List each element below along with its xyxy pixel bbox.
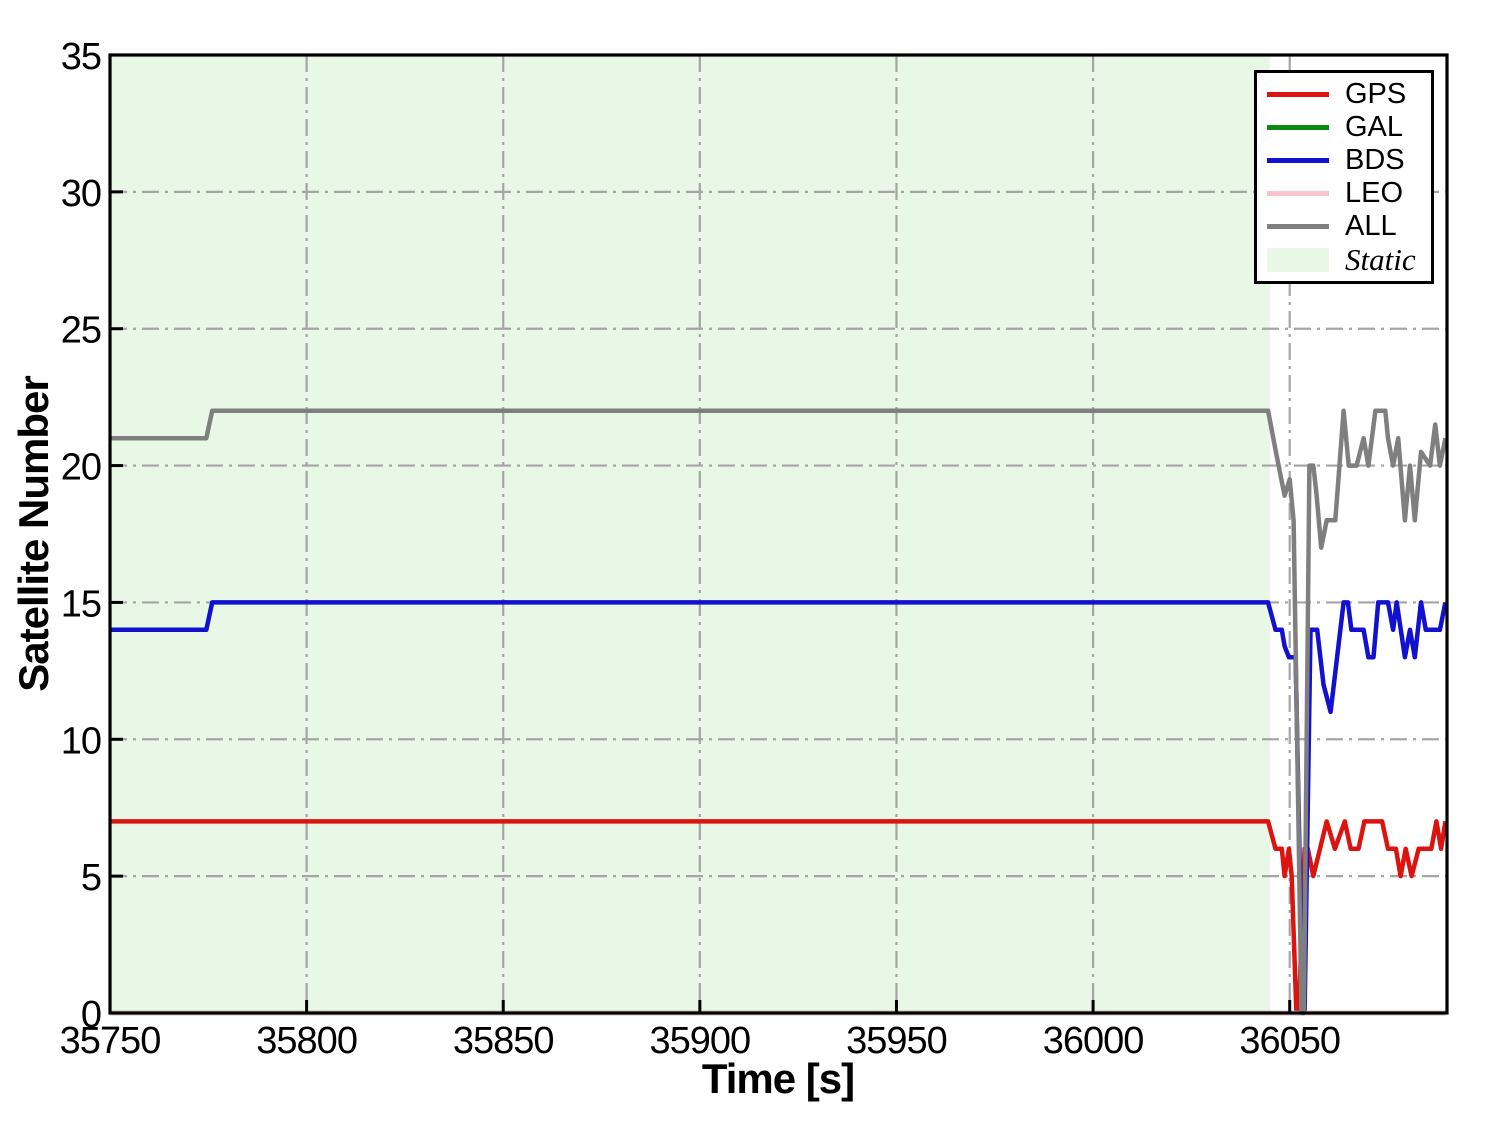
y-tick-label: 35: [61, 36, 101, 78]
x-axis-label: Time [s]: [702, 1055, 854, 1102]
legend-label: GPS: [1345, 78, 1407, 110]
y-tick-label: 10: [61, 720, 101, 762]
x-tick-label: 36000: [1043, 1020, 1144, 1062]
series-line-bds: [110, 600, 1448, 1016]
x-tick-label: 35750: [60, 1020, 161, 1062]
legend-label: LEO: [1345, 177, 1404, 209]
x-tick-label: 35900: [650, 1020, 751, 1062]
leo-line-swatch: [1267, 191, 1329, 196]
x-tick-label: 35950: [846, 1020, 947, 1062]
static-patch-swatch: [1267, 247, 1329, 272]
legend-box: GPS GAL BDS LEO ALL Static: [1254, 70, 1434, 284]
y-axis-label: Satellite Number: [10, 376, 57, 692]
axes-frame: [108, 53, 1449, 1015]
legend-item-bds: BDS: [1267, 144, 1429, 177]
bds-line-swatch: [1267, 158, 1329, 163]
y-tick-label: 30: [61, 173, 101, 215]
y-tick-label: 20: [61, 447, 101, 489]
legend-label: Static: [1345, 242, 1416, 277]
legend-label: BDS: [1345, 144, 1405, 176]
x-tick-label: 36050: [1239, 1020, 1340, 1062]
x-tick-label: 35850: [453, 1020, 554, 1062]
y-tick-label: 5: [81, 857, 101, 899]
gps-line-swatch: [1267, 92, 1329, 97]
y-tick-label: 0: [81, 994, 101, 1036]
legend-item-all: ALL: [1267, 210, 1429, 243]
legend-label: ALL: [1345, 210, 1397, 242]
legend-label: GAL: [1345, 111, 1404, 143]
y-tick-label: 15: [61, 583, 101, 625]
static-region: [110, 55, 1271, 1013]
legend-item-gps: GPS: [1267, 78, 1429, 111]
x-tick-label: 35800: [256, 1020, 357, 1062]
series-line-all: [110, 408, 1448, 1016]
y-tick-label: 25: [61, 310, 101, 352]
legend-item-gal: GAL: [1267, 111, 1429, 144]
legend-item-leo: LEO: [1267, 177, 1429, 210]
static-region-shading: [110, 55, 1271, 1013]
plot-frame: [108, 53, 1449, 1015]
legend-item-static: Static: [1267, 243, 1429, 276]
gal-line-swatch: [1267, 125, 1329, 130]
axis-ticks-and-labels: 35750 35800 35850 35900 35950 36000 36050 0 5 10 1…: [60, 36, 1341, 1062]
all-line-swatch: [1267, 224, 1329, 229]
series-line-gps: [110, 819, 1448, 1016]
